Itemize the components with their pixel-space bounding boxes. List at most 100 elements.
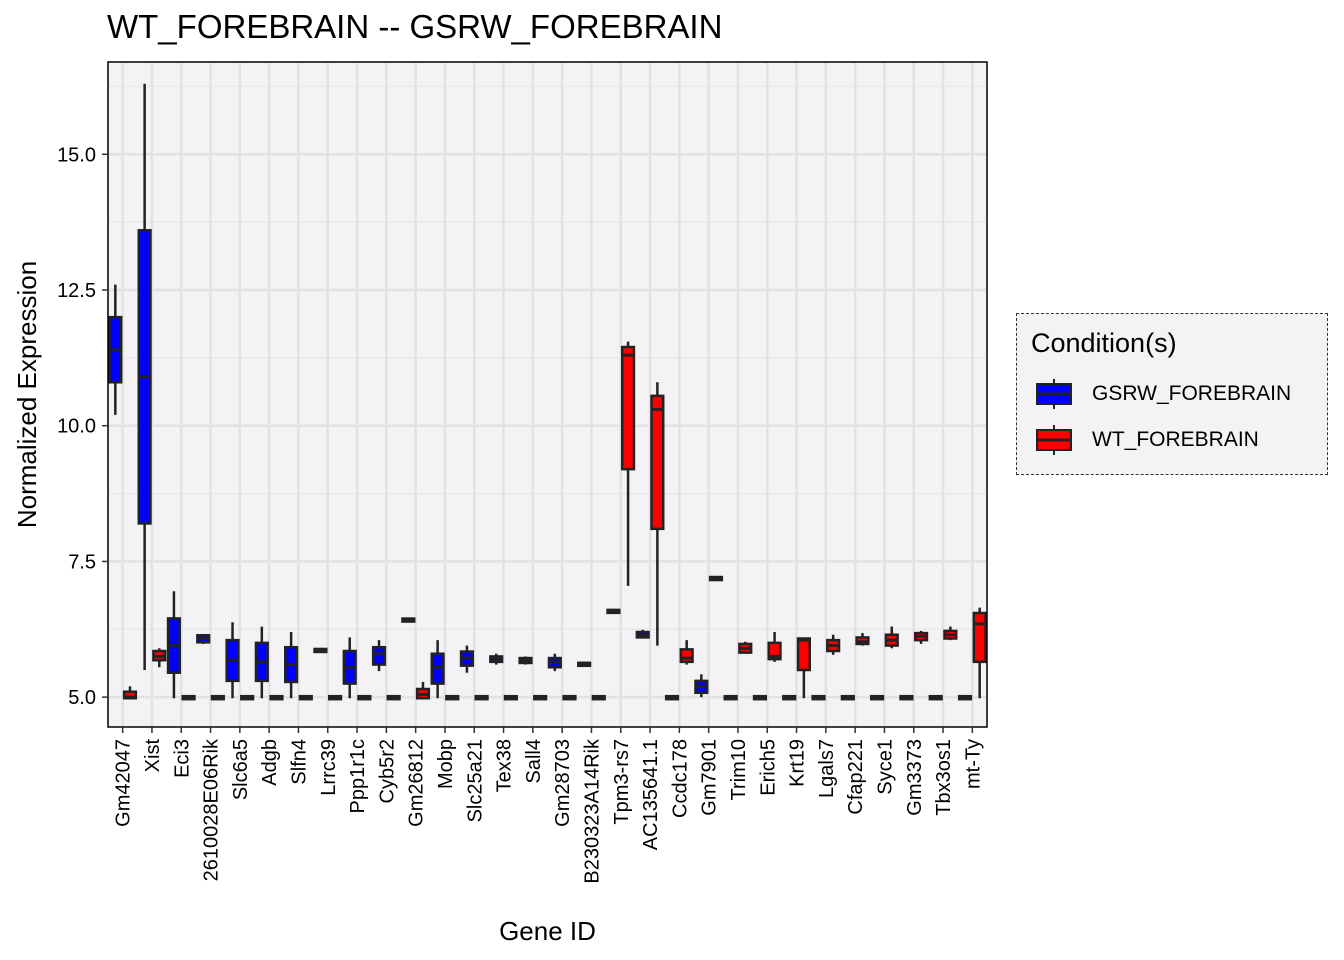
box-wt_forebrain-gm26812 [415, 681, 431, 700]
box-gsrw_forebrain-cyb5r2 [371, 640, 387, 672]
box-wt_forebrain-tex38 [503, 694, 518, 701]
box-wt_forebrain-tpm3-rs7 [620, 341, 636, 586]
legend-title: Condition(s) [1031, 328, 1177, 358]
x-axis-ticks: Gm42047 Xist Eci3 2610028E06Rik Slc6a5 Adgb Sl… [113, 727, 984, 884]
plot-background [108, 62, 987, 727]
legend-item-gsrw: GSRW_FOREBRAIN [1035, 379, 1325, 409]
box-wt_forebrain-cyb5r2 [386, 694, 401, 701]
box-gsrw_forebrain-mobp [430, 640, 445, 699]
x-tick-label: mt-Ty [962, 739, 984, 789]
y-axis-title: Normalized Expression [12, 261, 42, 528]
box-wt_forebrain-2610028e06rik [210, 694, 225, 701]
box-gsrw_forebrain-ac135641.1 [635, 629, 650, 639]
box-body [650, 394, 665, 531]
box-gsrw_forebrain-mt-ty [957, 694, 973, 701]
x-axis-title: Gene ID [499, 916, 596, 946]
box-gsrw_forebrain-b230323a14rik [577, 661, 592, 668]
x-tick-label: Gm26812 [406, 739, 428, 827]
legend-key-wt [1036, 425, 1072, 455]
x-tick-label: 2610028E06Rik [201, 738, 223, 881]
x-tick-label: Cfap221 [845, 739, 867, 815]
box-body [796, 637, 811, 672]
legend-label-wt: WT_FOREBRAIN [1092, 428, 1259, 451]
box-wt_forebrain-eci3 [181, 694, 196, 701]
box-wt_forebrain-xist [152, 648, 167, 668]
legend: Condition(s) GSRW_FOREBRAIN WT_FOREBRAIN [1016, 313, 1328, 475]
box-wt_forebrain-b230323a14rik [591, 694, 606, 701]
box-gsrw_forebrain-erich5 [752, 694, 768, 701]
box-wt_forebrain-gm42047 [122, 686, 138, 700]
x-tick-label: AC135641.1 [640, 739, 662, 850]
box-gsrw_forebrain-eci3 [166, 591, 182, 699]
x-tick-label: Cyb5r2 [376, 739, 398, 803]
box-gsrw_forebrain-gm3373 [899, 694, 914, 701]
x-tick-label: Adgb [259, 739, 281, 786]
x-tick-label: Gm3373 [904, 739, 926, 816]
x-tick-label: Ccdc178 [669, 739, 691, 818]
x-tick-label: Tpm3-rs7 [611, 739, 633, 825]
y-tick-label: 5.0 [68, 687, 96, 709]
box-wt_forebrain-slc25a21 [474, 694, 489, 701]
x-tick-label: Eci3 [171, 739, 193, 778]
box-gsrw_forebrain-sall4 [518, 656, 533, 665]
box-wt_forebrain-mt-ty [972, 607, 987, 699]
box-gsrw_forebrain-slfn4 [284, 632, 299, 699]
box-gsrw_forebrain-trim10 [723, 694, 738, 701]
grid-lines [108, 62, 987, 727]
box-wt_forebrain-slfn4 [298, 694, 313, 701]
box-wt_forebrain-krt19 [796, 637, 811, 699]
box-gsrw_forebrain-adgb [254, 626, 269, 699]
x-tick-label: Trim10 [728, 739, 750, 800]
box-gsrw_forebrain-ppp1r1c [342, 637, 357, 699]
box-wt_forebrain-ccdc178 [679, 640, 694, 665]
x-tick-label: Krt19 [787, 739, 809, 787]
y-axis-ticks: 5.0 7.5 10.0 12.5 15.0 [57, 144, 108, 709]
y-tick-label: 7.5 [68, 551, 96, 573]
box-wt_forebrain-adgb [269, 694, 284, 701]
box-wt_forebrain-gm28703 [562, 694, 577, 701]
y-tick-label: 12.5 [57, 280, 96, 302]
box-gsrw_forebrain-krt19 [782, 694, 797, 701]
x-tick-label: Slc25a21 [464, 739, 486, 822]
box-gsrw_forebrain-gm28703 [547, 653, 562, 672]
box-wt_forebrain-trim10 [738, 641, 753, 654]
box-gsrw_forebrain-gm42047 [108, 284, 123, 415]
x-tick-label: B230323A14Rik [581, 738, 603, 884]
box-gsrw_forebrain-gm26812 [401, 617, 416, 623]
box-wt_forebrain-lrrc39 [327, 694, 343, 701]
x-tick-label: Syce1 [874, 739, 896, 795]
box-wt_forebrain-gm3373 [913, 630, 929, 644]
chart-title: WT_FOREBRAIN -- GSRW_FOREBRAIN [107, 8, 723, 45]
box-body [620, 345, 636, 471]
box-gsrw_forebrain-xist [137, 83, 152, 670]
box-wt_forebrain-slc6a5 [240, 694, 255, 701]
box-gsrw_forebrain-tbx3os1 [928, 694, 943, 701]
box-wt_forebrain-lgals7 [826, 634, 841, 655]
x-tick-label: Slfn4 [288, 739, 310, 785]
box-wt_forebrain-mobp [445, 694, 460, 701]
y-tick-label: 15.0 [57, 144, 96, 166]
box-gsrw_forebrain-slc25a21 [459, 645, 475, 673]
x-tick-label: Tbx3os1 [933, 739, 955, 816]
y-tick-label: 10.0 [57, 416, 96, 438]
box-wt_forebrain-ac135641.1 [650, 382, 665, 646]
box-wt_forebrain-gm7901 [708, 575, 724, 582]
box-wt_forebrain-ppp1r1c [357, 694, 372, 701]
x-tick-label: Ppp1r1c [347, 739, 369, 814]
box-wt_forebrain-cfap221 [855, 633, 870, 646]
box-gsrw_forebrain-lrrc39 [313, 647, 328, 654]
box-body [371, 645, 387, 666]
box-body [679, 648, 694, 664]
box-wt_forebrain-erich5 [767, 632, 782, 662]
x-tick-label: Gm7901 [699, 739, 721, 816]
box-gsrw_forebrain-gm7901 [694, 674, 709, 698]
x-tick-label: Gm28703 [552, 739, 574, 827]
x-tick-label: Tex38 [494, 739, 516, 792]
legend-item-wt: WT_FOREBRAIN [1035, 425, 1325, 455]
box-wt_forebrain-syce1 [884, 626, 899, 649]
x-tick-label: Erich5 [757, 739, 779, 796]
box-layer [108, 83, 987, 701]
box-gsrw_forebrain-cfap221 [840, 694, 855, 701]
box-wt_forebrain-sall4 [533, 694, 548, 701]
